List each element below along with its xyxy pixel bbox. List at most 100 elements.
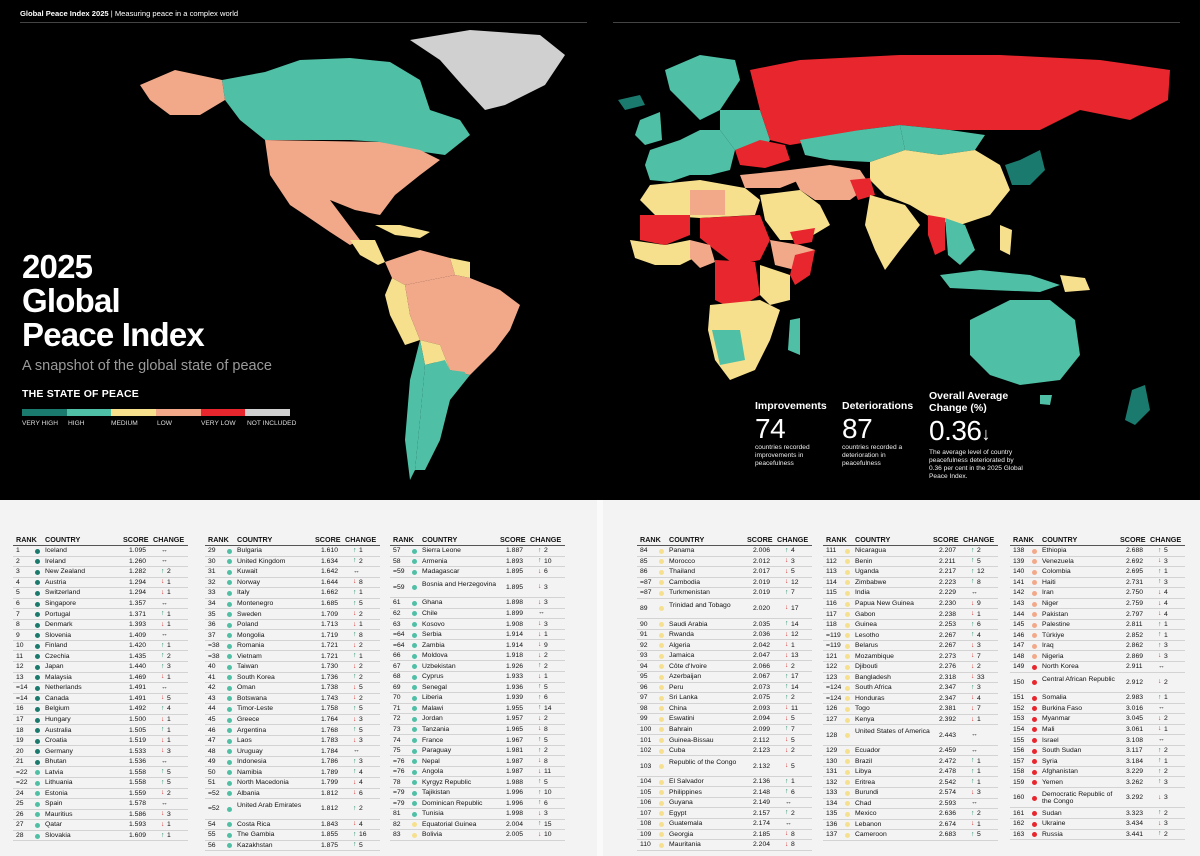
change-cell: 3	[167, 747, 171, 755]
change-cell: 5	[544, 736, 548, 744]
score-cell: 2.075	[753, 694, 771, 702]
peace-level-dot-icon	[659, 738, 664, 744]
map-sahel-mali	[640, 215, 690, 245]
table-row: 118 Guinea 2.253 ↑ 6	[823, 620, 998, 631]
peace-level-dot-icon	[35, 770, 40, 776]
table-row: 149 North Korea 2.911 ↔	[1010, 662, 1185, 673]
peace-level-dot-icon	[1032, 612, 1037, 618]
peace-level-dot-icon	[227, 843, 232, 849]
score-cell: 2.036	[753, 631, 771, 639]
table-row: 43 Botswana 1.743 ↓ 2	[205, 694, 380, 705]
change-cell: 1	[544, 631, 548, 639]
country-cell: South Sudan	[1042, 747, 1082, 755]
country-cell: Cuba	[669, 747, 686, 755]
peace-level-dot-icon	[227, 569, 232, 575]
score-cell: 1.519	[129, 737, 147, 745]
score-cell: 2.574	[939, 789, 957, 797]
score-cell: 1.435	[129, 652, 147, 660]
rank-cell: 4	[16, 578, 20, 586]
country-cell: Guinea-Bissau	[669, 736, 714, 744]
rank-cell: 55	[208, 831, 216, 839]
change-cell: 2	[359, 663, 363, 671]
peace-level-dot-icon	[35, 643, 40, 649]
rank-cell: 20	[16, 747, 24, 755]
country-cell: Benin	[855, 557, 873, 565]
country-cell: Singapore	[45, 600, 76, 607]
table-row: 133 Burundi 2.574 ↓ 3	[823, 788, 998, 799]
peace-level-dot-icon	[845, 790, 850, 796]
country-cell: Austria	[45, 578, 67, 586]
country-cell: Brazil	[855, 757, 872, 765]
map-myanmar	[928, 215, 945, 255]
change-cell: 3	[791, 557, 795, 565]
map-madagascar	[788, 318, 800, 355]
peace-level-dot-icon	[659, 643, 664, 649]
peace-level-dot-icon	[412, 706, 417, 712]
table-row: 7 Portugal 1.371 ↑ 1	[13, 609, 188, 620]
change-cell: 1	[977, 716, 981, 724]
country-cell: Ghana	[422, 599, 443, 607]
table-row: 136 Lebanon 2.674 ↓ 1	[823, 820, 998, 831]
change-cell: 5	[167, 694, 171, 702]
country-cell: Mozambique	[855, 652, 894, 660]
peace-level-dot-icon	[845, 601, 850, 607]
table-row: =59 Bosnia and Herzegovina 1.895 ↓ 3	[390, 578, 565, 599]
column-header-rank: RANK	[826, 535, 847, 544]
table-row: 146 Türkiye 2.852 ↑ 1	[1010, 630, 1185, 641]
change-cell: 13	[791, 652, 799, 660]
table-row: 63 Kosovo 1.908 ↓ 3	[390, 619, 565, 630]
peace-level-dot-icon	[35, 654, 40, 660]
rank-cell: 58	[393, 557, 401, 565]
arrow-horizontal-icon: ↔	[353, 567, 360, 575]
change-cell: 2	[359, 557, 363, 565]
change-cell: 1	[167, 610, 171, 618]
arrow-up-icon: ↑	[353, 631, 357, 639]
arrow-down-icon: ↓	[353, 789, 357, 797]
change-cell: 3	[1164, 820, 1168, 828]
arrow-down-icon: ↓	[971, 641, 975, 649]
table-row: 72 Jordan 1.957 ↓ 2	[390, 714, 565, 725]
column-header-rank: RANK	[640, 535, 661, 544]
country-cell: Kenya	[855, 716, 875, 724]
score-cell: 3.117	[1126, 747, 1143, 755]
change-cell: 3	[977, 789, 981, 797]
map-east-africa	[760, 265, 790, 305]
ranking-column: RANK COUNTRY SCORE CHANGE 138 Ethiopia 2.688 ↑ 5…	[1010, 533, 1185, 841]
peace-level-dot-icon	[412, 674, 417, 680]
column-header-rank: RANK	[1013, 535, 1034, 544]
score-cell: 1.967	[506, 736, 524, 744]
country-cell: Ukraine	[1042, 820, 1066, 828]
change-cell: 2	[359, 805, 363, 813]
peace-level-dot-icon	[412, 585, 417, 591]
rank-cell: 140	[1013, 568, 1025, 576]
arrow-up-icon: ↑	[538, 683, 542, 691]
rank-cell: 108	[640, 820, 652, 828]
score-cell: 1.926	[506, 662, 524, 670]
country-cell: Somalia	[1042, 694, 1067, 702]
table-row: 112 Benin 2.211 ↑ 5	[823, 557, 998, 568]
rank-cell: =87	[640, 589, 652, 597]
table-row: 19 Croatia 1.519 ↓ 1	[13, 736, 188, 747]
map-namibia-botswana	[712, 330, 745, 365]
stat-improvements-label: Improvements	[755, 400, 827, 412]
country-cell: Kosovo	[422, 620, 445, 628]
table-row: 47 Laos 1.783 ↓ 3	[205, 736, 380, 747]
change-cell: 4	[167, 705, 171, 713]
peace-level-dot-icon	[412, 769, 417, 775]
change-cell: 17	[791, 673, 799, 681]
peace-level-dot-icon	[1032, 633, 1037, 639]
peace-level-dot-icon	[35, 812, 40, 818]
peace-level-dot-icon	[35, 833, 40, 839]
score-cell: 2.688	[1126, 547, 1144, 555]
score-cell: 1.908	[506, 620, 524, 628]
arrow-horizontal-icon: ↔	[161, 599, 168, 607]
peace-level-dot-icon	[659, 716, 664, 722]
change-cell: 7	[977, 705, 981, 713]
country-cell: Romania	[237, 642, 265, 650]
rank-cell: 75	[393, 747, 401, 755]
table-row: 20 Germany 1.533 ↓ 3	[13, 746, 188, 757]
table-row: 159 Yemen 3.262 ↑ 3	[1010, 777, 1185, 788]
peace-level-dot-icon	[845, 548, 850, 554]
map-yemen	[790, 228, 815, 245]
map-ecuador-peru	[385, 278, 420, 345]
